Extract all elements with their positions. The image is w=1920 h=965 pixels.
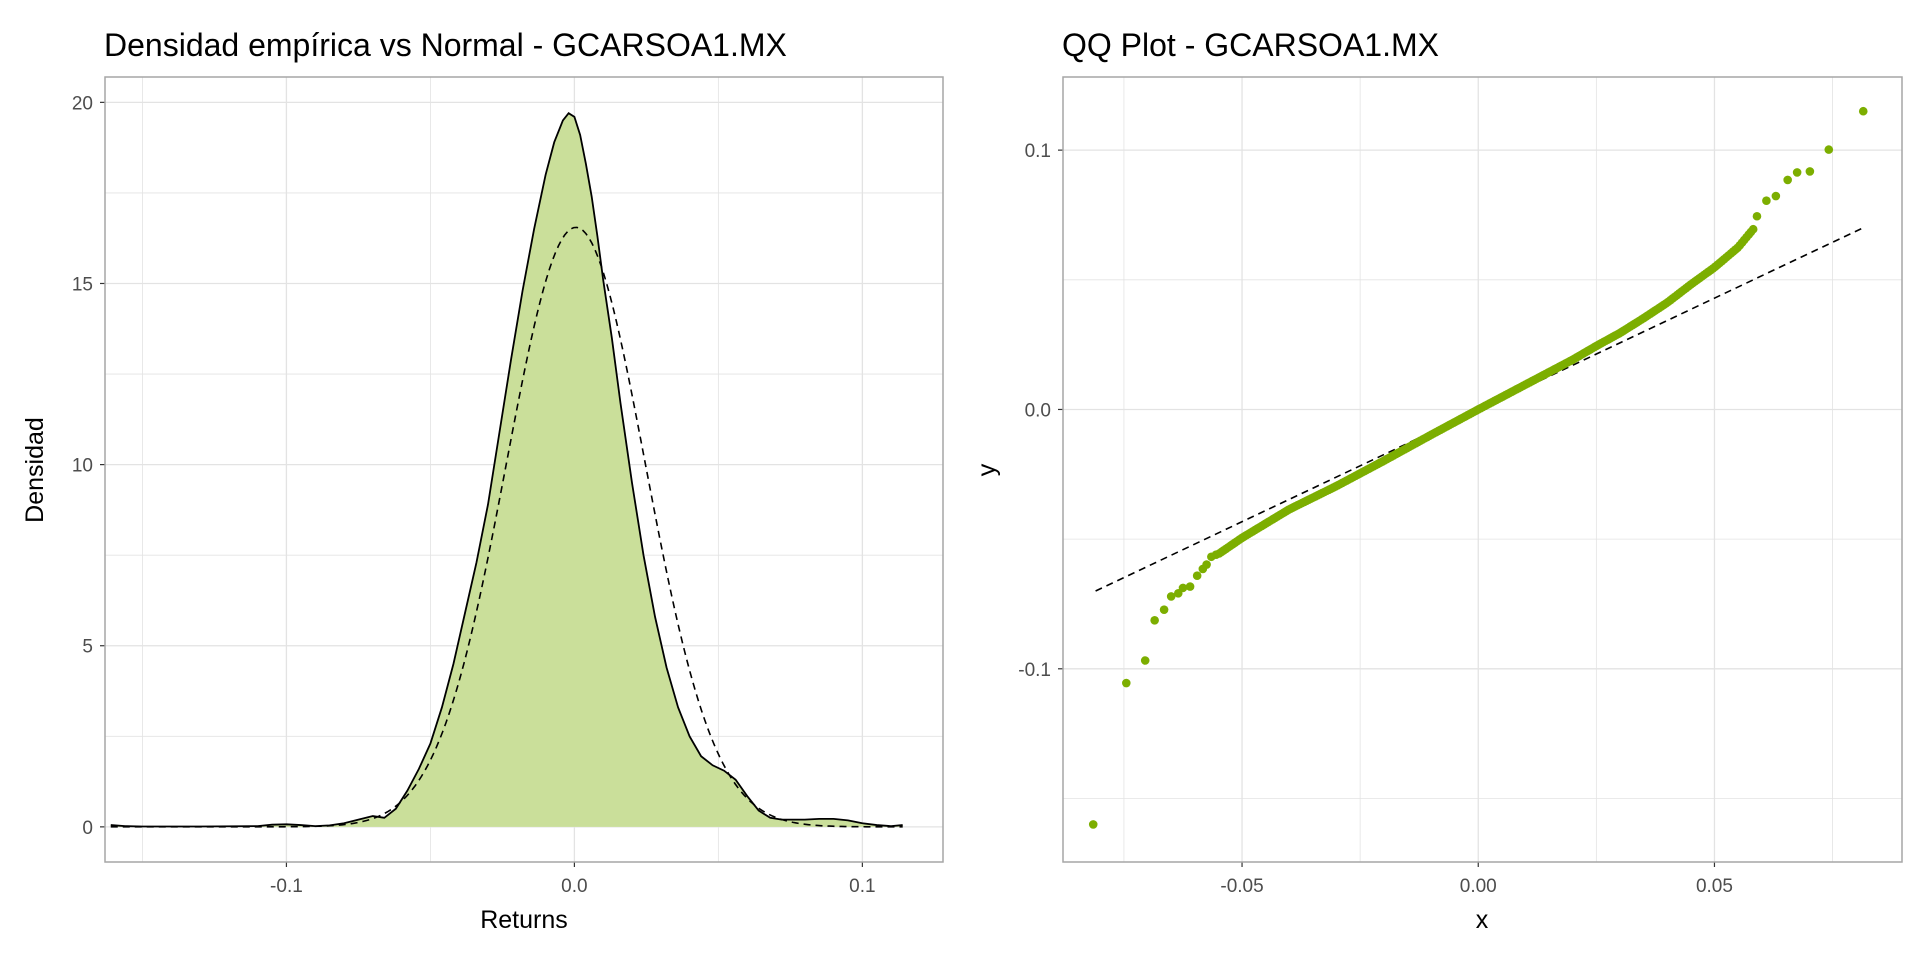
qq-point	[1858, 106, 1868, 116]
qq-point	[1166, 592, 1176, 601]
qq-point	[1185, 582, 1195, 591]
qq-point	[1178, 583, 1188, 593]
y-tick-label: 0.1	[1025, 141, 1051, 162]
qq-point	[1771, 191, 1781, 201]
x-axis-label: x	[1476, 906, 1489, 934]
chart-title: QQ Plot - GCARSOA1.MX	[1062, 27, 1439, 63]
qq-point	[1752, 211, 1762, 221]
x-tick-label: 0.1	[849, 876, 875, 897]
y-axis-label: y	[973, 463, 1001, 476]
empirical-density-area	[110, 113, 903, 827]
y-tick-label: 0	[82, 818, 93, 839]
x-axis-label: Returns	[480, 906, 568, 934]
qq-point	[1783, 175, 1792, 185]
panel-border	[1062, 76, 1903, 863]
qq-point	[1762, 196, 1771, 205]
x-tick-label: -0.1	[270, 876, 303, 897]
qq-point	[1792, 168, 1802, 177]
qq-plot-panel: -0.05 0.00 0.05 -0.1 0.0 0.1 QQ Plot - GCARSOA…	[973, 27, 1903, 934]
qq-point	[1824, 145, 1834, 154]
y-tick-label: 15	[72, 274, 93, 295]
panel-border	[104, 76, 944, 863]
x-tick-label: 0.00	[1460, 876, 1497, 897]
qq-point	[1122, 678, 1131, 688]
qq-point	[1140, 656, 1150, 665]
y-axis-label: Densidad	[21, 417, 49, 523]
chart-title: Densidad empírica vs Normal - GCARSOA1.M…	[104, 27, 787, 63]
qq-point	[1192, 571, 1202, 580]
y-tick-label: 20	[72, 93, 93, 114]
x-tick-label: 0.05	[1696, 876, 1733, 897]
normal-density-line	[110, 226, 903, 828]
qq-point	[1748, 224, 1758, 234]
x-tick-label: -0.05	[1220, 876, 1263, 897]
qq-point	[1159, 605, 1169, 614]
empirical-density-line	[110, 112, 903, 828]
qq-point	[1211, 550, 1221, 559]
qq-point	[1202, 560, 1211, 569]
x-tick-label: 0.0	[561, 876, 587, 897]
qq-point	[1088, 820, 1098, 829]
qq-point	[1805, 167, 1815, 176]
qq-point	[1150, 616, 1159, 625]
y-tick-label: -0.1	[1018, 660, 1051, 681]
y-tick-label: 0.0	[1025, 400, 1051, 421]
density-panel: -0.1 0.0 0.1 0 5 10 15 20 Densidad empírica vs N…	[21, 27, 944, 934]
y-tick-label: 5	[82, 637, 93, 658]
y-tick-label: 10	[72, 456, 93, 477]
